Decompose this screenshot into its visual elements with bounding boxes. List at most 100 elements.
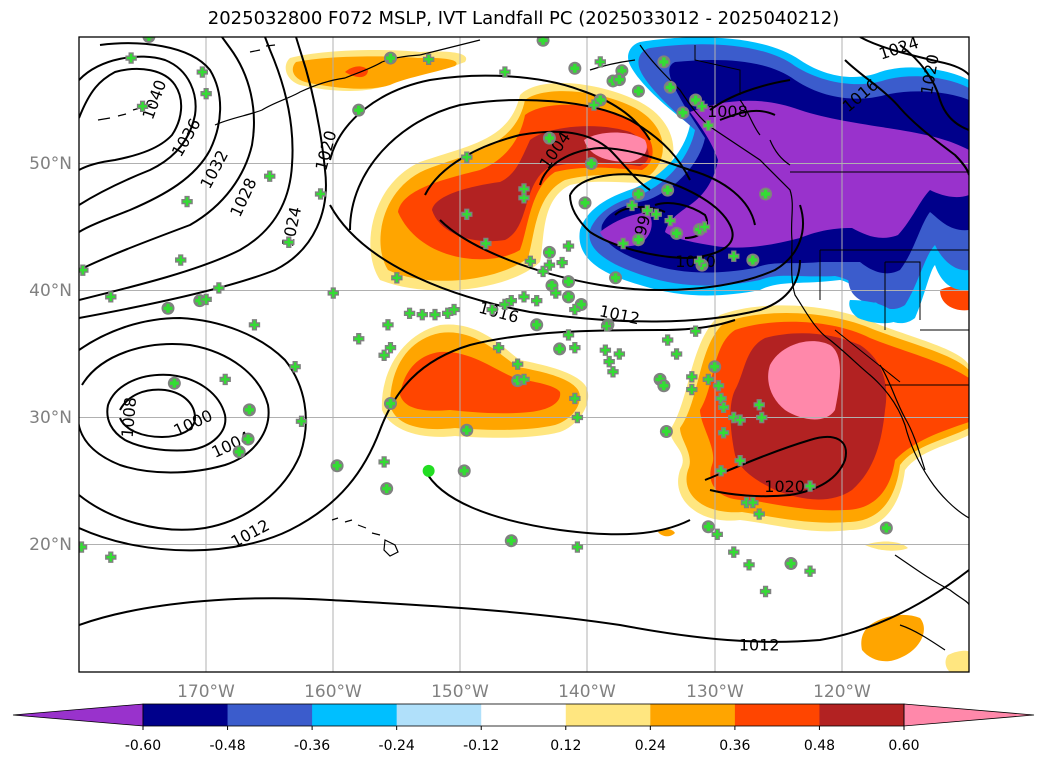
ensemble-plus-marker (569, 303, 581, 316)
ensemble-plus-marker (219, 373, 231, 386)
colorbar-segment (312, 704, 398, 726)
ensemble-plus-marker (385, 53, 395, 63)
ensemble-plus-marker (672, 228, 682, 238)
ensemble-plus-marker (663, 185, 673, 195)
ensemble-plus-marker (761, 189, 771, 199)
ensemble-plus-marker (611, 273, 621, 283)
colorbar-label: -0.36 (294, 738, 330, 754)
ensemble-plus-marker (691, 95, 701, 105)
ensemble-plus-marker (600, 320, 613, 332)
ensemble-plus-marker (659, 381, 669, 391)
ensemble-plus-marker (664, 214, 676, 227)
colorbar-segment (481, 704, 567, 726)
ensemble-plus-marker (382, 319, 394, 331)
lon-label-150w: 150°W (431, 682, 489, 702)
ensemble-plus-marker (289, 361, 301, 373)
ensemble-plus-marker (195, 296, 205, 306)
ensemble-plus-marker (659, 57, 669, 67)
ensemble-plus-marker (626, 199, 638, 212)
colorbar-extend-high (903, 703, 1035, 727)
ensemble-plus-marker (486, 303, 498, 316)
ensemble-plus-marker (804, 480, 816, 492)
ensemble-plus-marker (703, 522, 713, 532)
ensemble-plus-marker (756, 411, 768, 424)
ensemble-plus-marker (617, 66, 627, 76)
ensemble-plus-marker (641, 204, 654, 217)
ensemble-plus-marker (181, 195, 193, 208)
ensemble-plus-marker (234, 447, 244, 457)
ensemble-plus-marker (571, 411, 584, 424)
ensemble-plus-marker (511, 358, 524, 370)
ensemble-plus-marker (665, 82, 675, 92)
ensemble-plus-marker (678, 108, 688, 118)
ensemble-plus-marker (354, 105, 364, 115)
ensemble-plus-marker (391, 272, 403, 284)
colorbar-label: -0.48 (209, 738, 245, 754)
ensemble-plus-marker (617, 237, 629, 250)
colorbar-label: -0.24 (379, 738, 415, 754)
ensemble-plus-marker (105, 291, 117, 303)
ensemble-plus-marker (480, 237, 492, 250)
ensemble-plus-marker (711, 528, 723, 541)
ensemble-plus-marker (599, 344, 612, 356)
ensemble-plus-marker (461, 151, 473, 163)
ensemble-plus-marker (689, 325, 702, 337)
ensemble-plus-marker (543, 259, 556, 271)
isobar-label: 1020 (764, 477, 805, 496)
ensemble-plus-marker (580, 198, 590, 208)
ensemble-plus-marker (686, 383, 698, 396)
ensemble-plus-marker (747, 496, 759, 509)
ensemble-plus-marker (670, 348, 683, 360)
longitude-labels: 170°W 160°W 150°W 140°W 130°W 120°W (177, 682, 871, 702)
ensemble-plus-marker (459, 466, 469, 476)
ivt-negative-shading (579, 37, 969, 324)
lat-label-50: 50°N (29, 154, 72, 174)
ensemble-plus-marker (513, 376, 523, 386)
ensemble-plus-marker (595, 95, 605, 105)
ensemble-plus-marker (655, 374, 665, 384)
ensemble-plus-marker (569, 341, 581, 354)
ensemble-plus-marker (314, 188, 327, 200)
ensemble-plus-marker (594, 56, 606, 68)
ensemble-plus-marker (378, 349, 390, 361)
colorbar-label: 0.24 (635, 738, 666, 754)
ensemble-plus-marker (163, 303, 173, 313)
ensemble-plus-marker (614, 75, 624, 85)
ensemble-plus-marker (125, 52, 137, 64)
ensemble-plus-marker (332, 461, 342, 471)
ensemble-plus-marker (499, 66, 511, 78)
ensemble-plus-marker (734, 454, 746, 467)
ensemble-plus-marker (416, 308, 428, 321)
colorbar-segment (396, 704, 482, 726)
ensemble-plus-marker (570, 63, 580, 73)
ensemble-plus-marker (422, 53, 435, 66)
graticule (79, 37, 969, 672)
ensemble-plus-marker (702, 373, 715, 386)
ensemble-plus-marker (283, 236, 295, 248)
ensemble-plus-marker (576, 299, 586, 309)
ensemble-plus-marker (462, 425, 472, 435)
ensemble-plus-marker (506, 536, 516, 546)
ensemble-plus-marker (448, 303, 460, 316)
colorbar-label: 0.12 (550, 738, 581, 754)
lon-label-170w: 170°W (177, 682, 235, 702)
ensemble-plus-marker (169, 378, 179, 388)
ensemble-plus-marker (385, 399, 395, 409)
ensemble-plus-marker (248, 319, 261, 331)
ensemble-plus-marker (753, 399, 765, 411)
borders (694, 45, 969, 386)
isobars (79, 37, 969, 643)
colorbar-label: 0.48 (804, 738, 835, 754)
ensemble-plus-marker (661, 426, 671, 436)
ensemble-plus-marker (213, 282, 225, 294)
lat-label-30: 30°N (29, 408, 72, 428)
ivt-positive-shading (285, 50, 969, 672)
ensemble-plus-marker (686, 371, 698, 383)
isobar-label: 1008 (707, 102, 748, 121)
ensemble-plus-marker (531, 294, 543, 307)
ensemble-plus-marker (613, 348, 626, 360)
ensemble-plus-marker (702, 119, 715, 132)
ensemble-plus-marker (661, 334, 674, 346)
ensemble-plus-marker (696, 100, 708, 113)
